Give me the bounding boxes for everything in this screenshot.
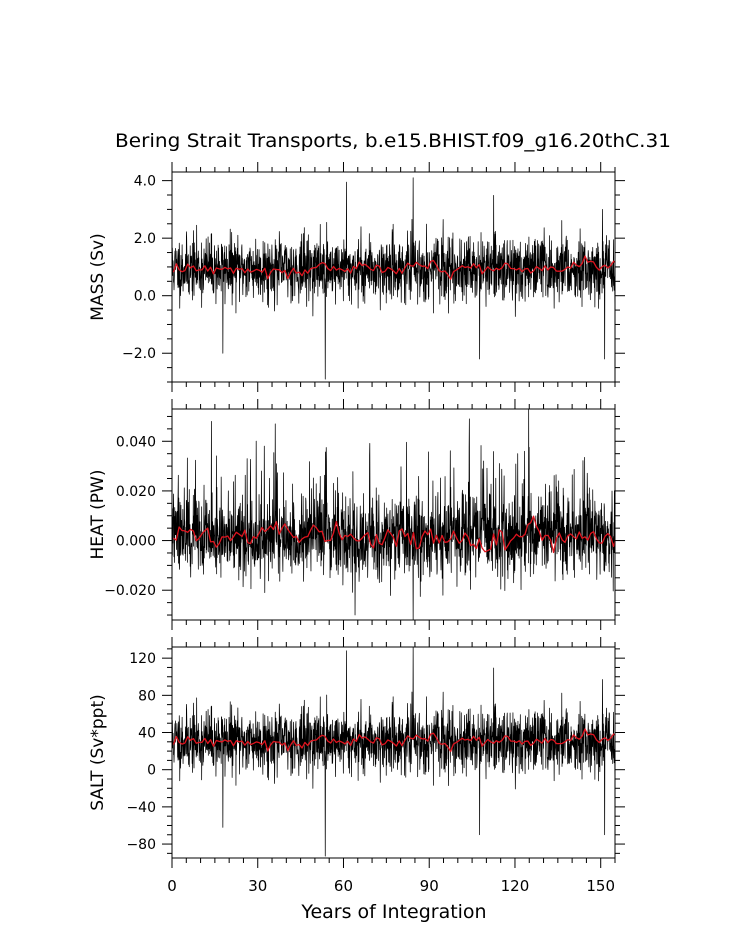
salt-x-tick-label: 0 <box>167 877 177 895</box>
figure-title: Bering Strait Transports, b.e15.BHIST.f0… <box>115 130 671 152</box>
heat-y-tick-label: −0.020 <box>104 583 156 599</box>
mass-plot-frame <box>171 171 616 383</box>
mass-y-tick-label: 4.0 <box>134 174 156 190</box>
salt-x-tick-label: 30 <box>248 877 267 895</box>
heat-y-tick-label: 0.040 <box>116 434 156 450</box>
x-axis-label: Years of Integration <box>300 901 486 923</box>
salt-annual-series-line <box>172 728 615 753</box>
salt-y-tick-label: 120 <box>129 651 156 667</box>
heat-monthly-series-line <box>172 409 615 620</box>
salt-y-tick-label: 80 <box>138 688 156 704</box>
heat-y-tick-label: 0.020 <box>116 484 156 500</box>
mass-panel: −2.0 0.0 2.0 4.0 MASS (Sv) <box>88 162 625 392</box>
mass-monthly-series-line <box>172 177 615 380</box>
salt-x-tick-label: 120 <box>501 877 530 895</box>
salt-y-axis-label: SALT (Sv*ppt) <box>88 694 108 811</box>
salt-x-tick-label: 60 <box>334 877 353 895</box>
heat-panel: −0.020 0.000 0.020 0.040 HEAT (PW) <box>88 399 625 630</box>
panels-group: −2.0 0.0 2.0 4.0 MASS (Sv) −0.020 0.000 0.020 0.… <box>88 162 625 923</box>
salt-y-tick-label: −40 <box>126 800 156 816</box>
salt-y-tick-label: 0 <box>147 763 156 779</box>
mass-y-axis-label: MASS (Sv) <box>88 233 108 320</box>
mass-y-tick-label: 2.0 <box>134 231 156 247</box>
salt-plot-frame <box>171 646 616 859</box>
mass-y-tick-label: 0.0 <box>134 289 156 305</box>
heat-plot-frame <box>171 408 616 621</box>
mass-annual-series-line <box>172 255 615 280</box>
heat-y-tick-label: 0.000 <box>116 534 156 550</box>
salt-panel: −80 −40 0 40 80 120 SALT (Sv*ppt) 0 30 60 90 120 150… <box>88 637 625 923</box>
heat-annual-series-line <box>173 515 615 554</box>
salt-monthly-series-line <box>172 647 615 857</box>
salt-x-tick-label: 90 <box>420 877 439 895</box>
salt-y-tick-label: −80 <box>126 837 156 853</box>
salt-x-tick-label: 150 <box>586 877 615 895</box>
mass-y-tick-label: −2.0 <box>122 346 156 362</box>
heat-y-axis-label: HEAT (PW) <box>88 470 108 560</box>
salt-y-tick-label: 40 <box>138 726 156 742</box>
